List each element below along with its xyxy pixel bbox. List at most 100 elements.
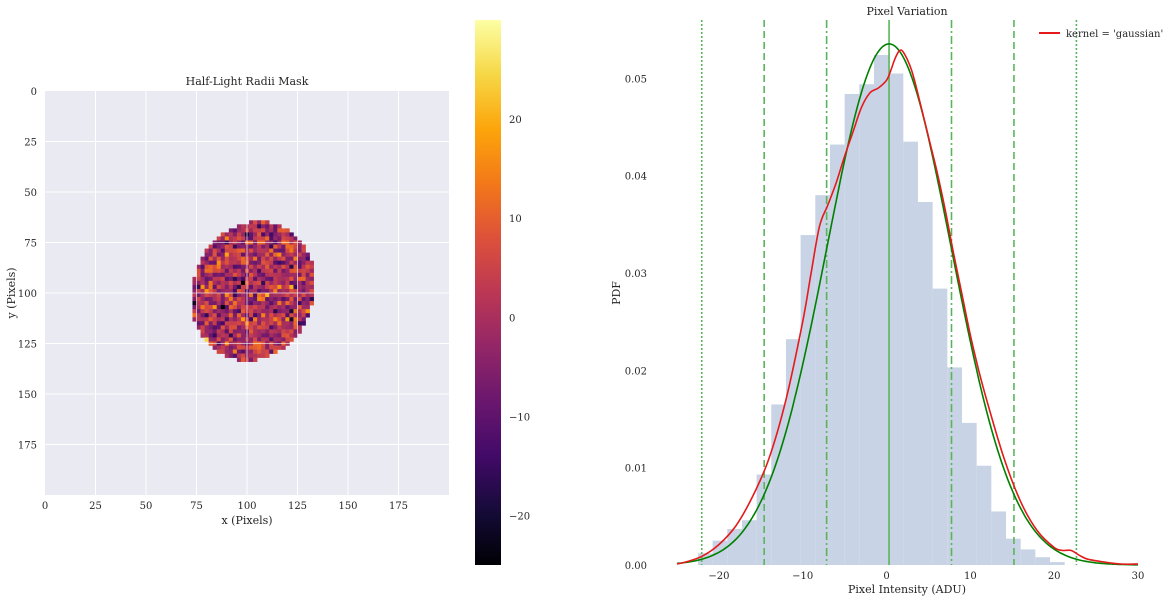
heatmap-pixel [281,236,286,241]
heatmap-pixel [257,333,262,338]
heatmap-pixel [265,268,270,274]
heatmap-pixel [261,305,266,310]
heatmap-pixel [200,276,205,282]
heatmap-pixel [281,244,286,249]
heatmap-pixel [297,256,302,261]
heatmap-pixel [285,293,290,298]
heatmap-pixel [301,309,306,314]
heatmap-pixel [281,260,286,266]
heatmap-pixel [232,301,238,306]
heatmap-pixel [228,232,234,237]
heatmap-pixel [232,293,238,298]
heatmap-pixel [261,353,266,358]
heatmap-pixel [289,333,294,338]
heatmap-pixel [273,288,278,294]
heatmap-pixel [249,276,254,282]
heatmap-pixel [232,349,238,354]
heatmap-pixel [240,276,246,282]
heatmap-pixel [220,284,226,290]
heatmap-pixel [236,276,242,282]
heatmap-pixel [273,305,278,310]
heatmap-pixel [228,301,234,306]
heatmap-pixel [289,297,294,302]
histogram-bar [1020,549,1036,565]
heatmap-pixel [301,317,306,322]
heatmap-pixel [220,337,226,342]
heatmap-pixel [204,313,209,318]
heatmap-pixel [253,224,258,229]
heatmap-x-tick-label: 0 [42,501,48,512]
heatmap-pixel [232,232,238,237]
heatmap-pixel [265,293,270,298]
heatmap-pixel [249,313,254,318]
heatmap-pixel [220,325,226,330]
heatmap-pixel [196,305,201,310]
heatmap-pixel [228,349,234,354]
heatmap-pixel [232,284,238,290]
heatmap-pixel [273,345,278,350]
heatmap-pixel [204,321,209,326]
heatmap-pixel [196,280,201,286]
heatmap-pixel [216,260,222,266]
heatmap-pixel [261,252,266,257]
heatmap-pixel [224,305,230,310]
heatmap-pixel [261,260,266,266]
heatmap-pixel [236,224,242,229]
heatmap-pixel [257,224,262,229]
heatmap-pixel [240,357,246,362]
heatmap-pixel [228,317,234,322]
heatmap-pixel [216,264,222,270]
heatmap-pixel [208,317,213,322]
heatmap-pixel [249,268,254,274]
heatmap-pixel [253,228,258,233]
heatmap-pixel [220,288,226,294]
heatmap-pixel [224,256,230,261]
heatmap-pixel [212,345,217,350]
histogram-bar [727,528,742,565]
heatmap-pixel [208,264,213,270]
histogram-y-tick-label: 0.04 [625,172,647,183]
histogram-bar [947,367,962,565]
heatmap-pixel [273,280,278,286]
heatmap-pixel [309,268,314,274]
heatmap-pixel [240,349,246,354]
heatmap-pixel [285,309,290,314]
heatmap-pixel [224,272,230,278]
heatmap-pixel [236,252,242,257]
heatmap-pixel [285,313,290,318]
heatmap-pixel [305,272,310,278]
heatmap-pixel [204,252,209,257]
heatmap-pixel [232,272,238,278]
heatmap-pixel [200,297,205,302]
heatmap-pixel [216,305,222,310]
heatmap-pixel [305,305,310,310]
heatmap-pixel [281,337,286,342]
heatmap-pixel [240,264,246,270]
histogram-bar [1035,557,1050,565]
heatmap-pixel [285,236,290,241]
heatmap-pixel [257,345,262,350]
heatmap-pixel [204,305,209,310]
heatmap-pixel [309,293,314,298]
heatmap-pixel [281,293,286,298]
heatmap-pixel [285,244,290,249]
heatmap-pixel [285,280,290,286]
heatmap-pixel [277,252,282,257]
heatmap-pixel [212,284,217,290]
heatmap-pixel [232,325,238,330]
heatmap-pixel [261,325,266,330]
heatmap-pixel [208,297,213,302]
heatmap-pixel [240,333,246,338]
heatmap-pixel [232,329,238,334]
heatmap-pixel [285,272,290,278]
heatmap-pixel [301,321,306,326]
heatmap-pixel [204,288,209,294]
heatmap-pixel [240,321,246,326]
heatmap-pixel [293,305,298,310]
heatmap-pixel [293,260,298,266]
heatmap-pixel [208,321,213,326]
heatmap-pixel [216,244,222,249]
heatmap-pixel [196,321,201,326]
heatmap-pixel [273,232,278,237]
heatmap-pixel [220,297,226,302]
